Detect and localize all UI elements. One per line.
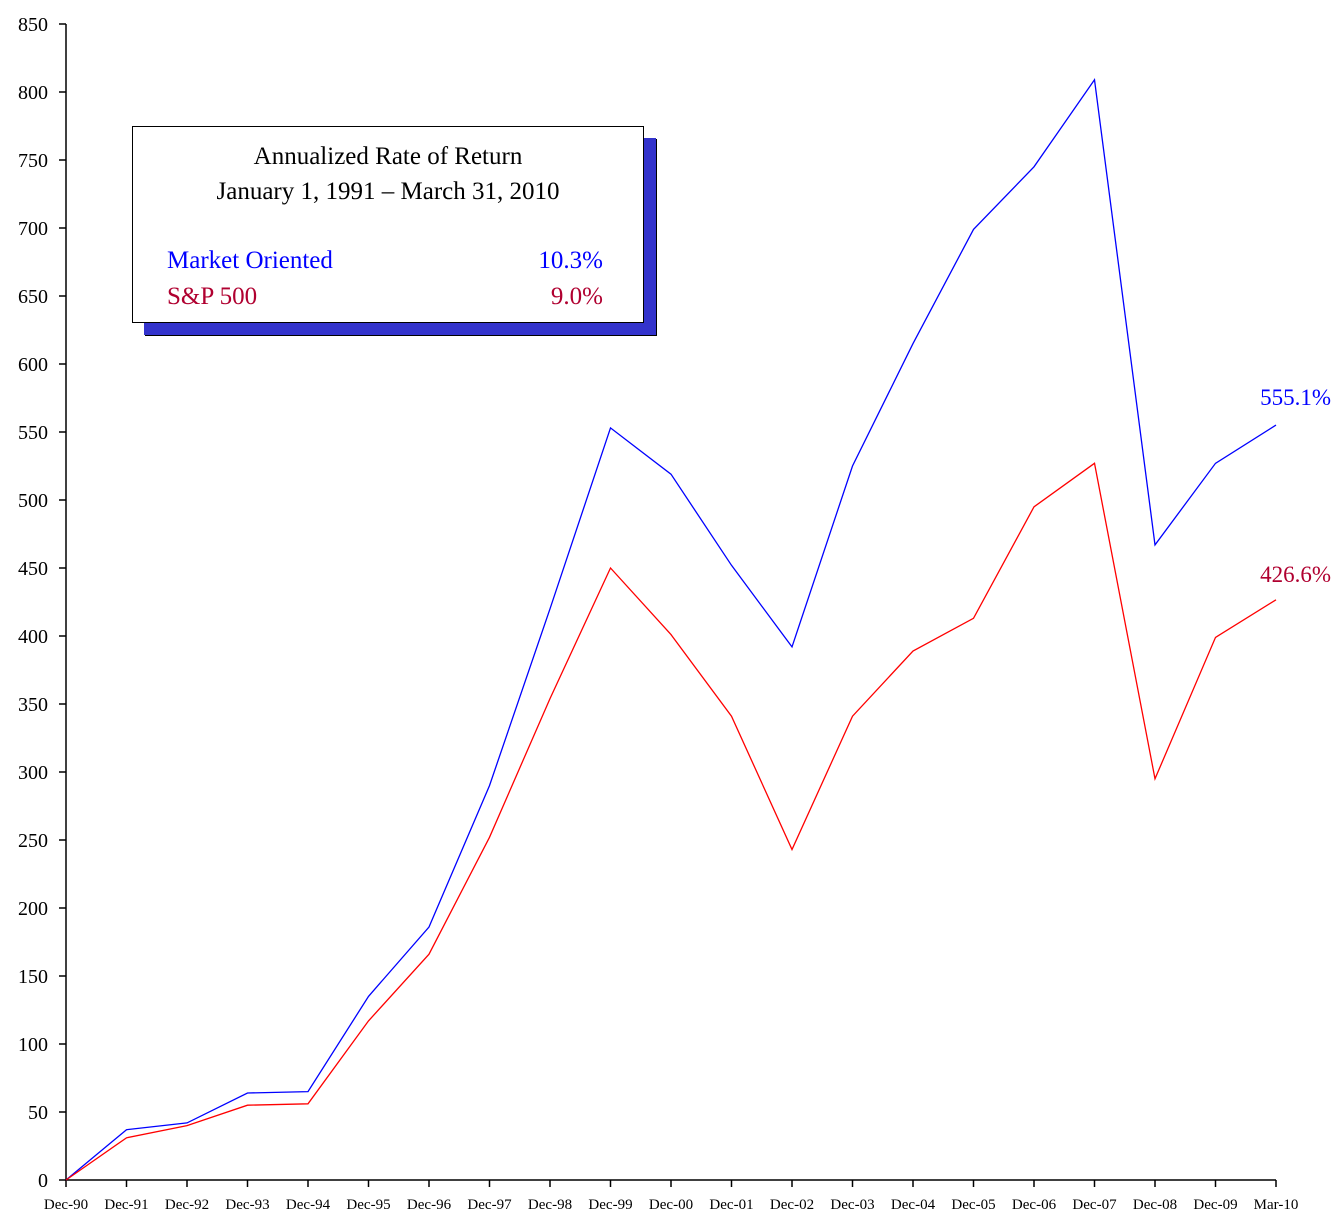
y-tick-label: 700 — [18, 218, 48, 240]
y-tick-label: 800 — [18, 82, 48, 104]
legend-date-range: January 1, 1991 – March 31, 2010 — [216, 178, 560, 205]
x-tick-label: Dec-91 — [104, 1197, 148, 1213]
y-tick-label: 850 — [18, 14, 48, 36]
y-tick-label: 250 — [18, 830, 48, 852]
y-tick-label: 500 — [18, 490, 48, 512]
y-tick-label: 0 — [38, 1170, 48, 1192]
x-tick-label: Dec-01 — [709, 1197, 753, 1213]
legend-market-oriented-value: 10.3% — [538, 247, 603, 274]
x-tick-label: Dec-96 — [407, 1197, 452, 1213]
market-oriented-line — [65, 78, 1277, 1181]
y-tick-label: 750 — [18, 150, 48, 172]
legend-sp500-value: 9.0% — [550, 283, 603, 310]
x-tick-label: Dec-00 — [649, 1197, 693, 1213]
legend-title: Annualized Rate of Return — [253, 143, 523, 170]
x-tick-label: Dec-09 — [1193, 1197, 1237, 1213]
legend-market-oriented-name: Market Oriented — [167, 247, 333, 274]
x-tick-label: Dec-98 — [528, 1197, 572, 1213]
x-tick-label: Mar-10 — [1254, 1197, 1299, 1213]
x-tick-label: Dec-07 — [1072, 1197, 1117, 1213]
x-tick-label: Dec-04 — [891, 1197, 936, 1213]
x-tick-label: Dec-02 — [770, 1197, 814, 1213]
x-tick-label: Dec-03 — [830, 1197, 874, 1213]
y-tick-label: 650 — [18, 286, 48, 308]
sp500-line — [65, 462, 1277, 1181]
x-tick-label: Dec-08 — [1133, 1197, 1177, 1213]
legend-sp500-name: S&P 500 — [167, 283, 258, 310]
y-tick-label: 100 — [18, 1034, 48, 1056]
x-tick-label: Dec-95 — [346, 1197, 390, 1213]
y-tick-label: 550 — [18, 422, 48, 444]
x-tick-label: Dec-94 — [286, 1197, 331, 1213]
x-tick-label: Dec-99 — [588, 1197, 632, 1213]
y-tick-label: 600 — [18, 354, 48, 376]
y-tick-label: 200 — [18, 898, 48, 920]
sp500-end-label: 426.6% — [1260, 562, 1331, 587]
y-tick-label: 300 — [18, 762, 48, 784]
x-tick-label: Dec-97 — [467, 1197, 512, 1213]
x-tick-label: Dec-05 — [951, 1197, 995, 1213]
x-tick-label: Dec-06 — [1012, 1197, 1057, 1213]
y-tick-label: 400 — [18, 626, 48, 648]
y-tick-label: 450 — [18, 558, 48, 580]
x-tick-label: Dec-90 — [44, 1197, 88, 1213]
x-tick-label: Dec-93 — [225, 1197, 269, 1213]
y-tick-label: 150 — [18, 966, 48, 988]
legend-box: Annualized Rate of Return January 1, 199… — [132, 126, 644, 323]
y-tick-label: 350 — [18, 694, 48, 716]
market-oriented-end-label: 555.1% — [1260, 385, 1331, 410]
x-tick-label: Dec-92 — [165, 1197, 209, 1213]
y-tick-label: 50 — [28, 1102, 48, 1124]
